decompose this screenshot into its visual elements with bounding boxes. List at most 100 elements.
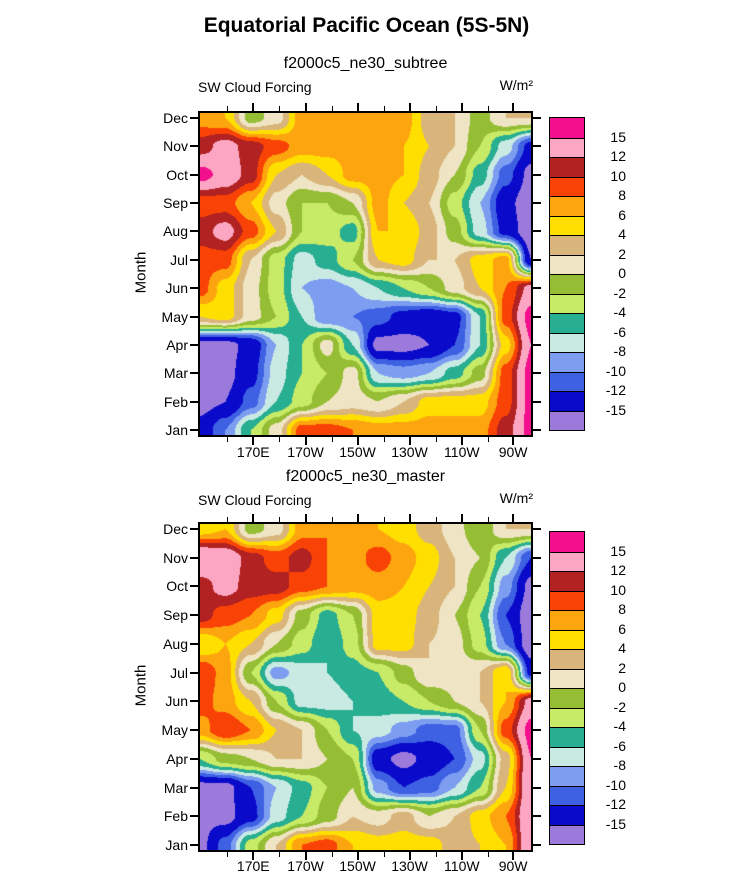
- x-minor-tick-mark: [279, 106, 281, 111]
- month-tick-label: Jun: [165, 693, 188, 710]
- x-minor-tick-mark: [331, 517, 333, 522]
- x-minor-tick-mark: [227, 852, 229, 857]
- figure-title: Equatorial Pacific Ocean (5S-5N): [203, 14, 530, 37]
- colorbar-tick-label: -6: [613, 323, 626, 340]
- y-tick-mark: [190, 173, 198, 176]
- colorbar-cell: [550, 746, 584, 766]
- x-tick-mark: [460, 103, 463, 111]
- y-tick-mark: [190, 202, 198, 205]
- x-minor-tick-mark: [331, 106, 333, 111]
- colorbar-cell: [550, 590, 584, 610]
- y-tick-mark: [190, 315, 198, 318]
- colorbar-cell: [550, 766, 584, 786]
- x-tick-mark: [408, 437, 411, 445]
- x-tick-mark: [304, 514, 307, 522]
- x-tick-mark: [252, 514, 255, 522]
- x-minor-tick-mark: [487, 852, 489, 857]
- month-tick-label: Apr: [166, 750, 188, 767]
- y-tick-mark: [533, 372, 541, 375]
- month-tick-label: Sep: [163, 195, 188, 212]
- x-minor-tick-mark: [383, 852, 385, 857]
- longitude-tick-label: 90W: [498, 858, 528, 874]
- x-tick-mark: [512, 437, 515, 445]
- colorbar-cell: [550, 649, 584, 669]
- y-tick-mark: [190, 729, 198, 732]
- colorbar-cell: [550, 352, 584, 372]
- x-minor-tick-mark: [383, 437, 385, 442]
- longitude-tick-label: 130W: [391, 858, 428, 874]
- month-tick-label: Jan: [165, 837, 188, 853]
- x-minor-tick-mark: [435, 437, 437, 442]
- colorbar-cell: [550, 137, 584, 157]
- colorbar-tick-label: 8: [618, 601, 626, 617]
- longitude-tick-label: 110W: [444, 444, 480, 460]
- y-tick-mark: [533, 642, 541, 645]
- units-label: W/m²: [499, 77, 533, 93]
- colorbar-tick-label: -15: [605, 815, 626, 832]
- colorbar-tick-label: -15: [605, 401, 626, 418]
- y-tick-mark: [190, 757, 198, 760]
- colorbar-tick-label: -2: [613, 698, 626, 715]
- y-tick-mark: [190, 145, 198, 148]
- x-tick-mark: [512, 103, 515, 111]
- x-minor-tick-mark: [227, 106, 229, 111]
- colorbar-tick-label: 10: [610, 581, 626, 598]
- colorbar-tick-label: -6: [613, 737, 626, 754]
- longitude-tick-label: 90W: [498, 444, 528, 460]
- y-tick-mark: [533, 230, 541, 233]
- field-label: SW Cloud Forcing: [198, 79, 312, 95]
- x-tick-mark: [356, 103, 359, 111]
- colorbar: [549, 117, 585, 431]
- y-tick-mark: [190, 614, 198, 617]
- x-minor-tick-mark: [487, 517, 489, 522]
- month-tick-label: Jun: [165, 280, 188, 297]
- y-tick-mark: [190, 671, 198, 674]
- y-tick-mark: [533, 671, 541, 674]
- colorbar-cell: [550, 410, 584, 430]
- colorbar-tick-label: 4: [618, 640, 626, 656]
- colorbar-cell: [550, 157, 584, 177]
- longitude-tick-label: 170W: [287, 858, 324, 874]
- longitude-tick-label: 170E: [236, 444, 270, 460]
- colorbar-cell: [550, 532, 584, 552]
- month-tick-label: Feb: [163, 808, 188, 825]
- month-tick-label: Oct: [166, 578, 188, 595]
- x-minor-tick-mark: [383, 106, 385, 111]
- month-tick-label: Dec: [163, 110, 188, 126]
- y-tick-mark: [190, 117, 198, 119]
- colorbar-cell: [550, 293, 584, 313]
- x-tick-mark: [512, 514, 515, 522]
- colorbar-tick-label: -8: [613, 343, 626, 359]
- month-tick-label: Jul: [170, 664, 188, 681]
- colorbar-tick-label: 6: [618, 206, 626, 223]
- colorbar-cell: [550, 215, 584, 235]
- colorbar-cell: [550, 371, 584, 391]
- y-tick-mark: [533, 700, 541, 703]
- longitude-tick-label: 150W: [339, 858, 376, 874]
- month-tick-label: Aug: [163, 635, 188, 652]
- colorbar-cell: [550, 332, 584, 352]
- x-tick-mark: [304, 103, 307, 111]
- y-tick-mark: [190, 372, 198, 375]
- colorbar-cell: [550, 235, 584, 255]
- y-tick-mark: [190, 230, 198, 233]
- colorbar-cell: [550, 785, 584, 805]
- colorbar-tick-label: 15: [610, 542, 626, 559]
- y-tick-mark: [533, 145, 541, 148]
- x-tick-mark: [304, 852, 307, 860]
- x-tick-mark: [460, 514, 463, 522]
- y-tick-mark: [190, 400, 198, 403]
- colorbar-tick-label: 0: [618, 265, 626, 281]
- x-minor-tick-mark: [487, 437, 489, 442]
- y-tick-mark: [533, 757, 541, 760]
- y-tick-mark: [533, 173, 541, 176]
- x-tick-mark: [252, 103, 255, 111]
- colorbar-cell: [550, 313, 584, 333]
- y-tick-mark: [533, 400, 541, 403]
- colorbar-tick-label: 8: [618, 187, 626, 203]
- colorbar-cell: [550, 707, 584, 727]
- contour-plot: [198, 522, 533, 852]
- month-tick-label: Nov: [163, 549, 188, 566]
- longitude-tick-label: 150W: [339, 444, 376, 460]
- x-tick-mark: [356, 514, 359, 522]
